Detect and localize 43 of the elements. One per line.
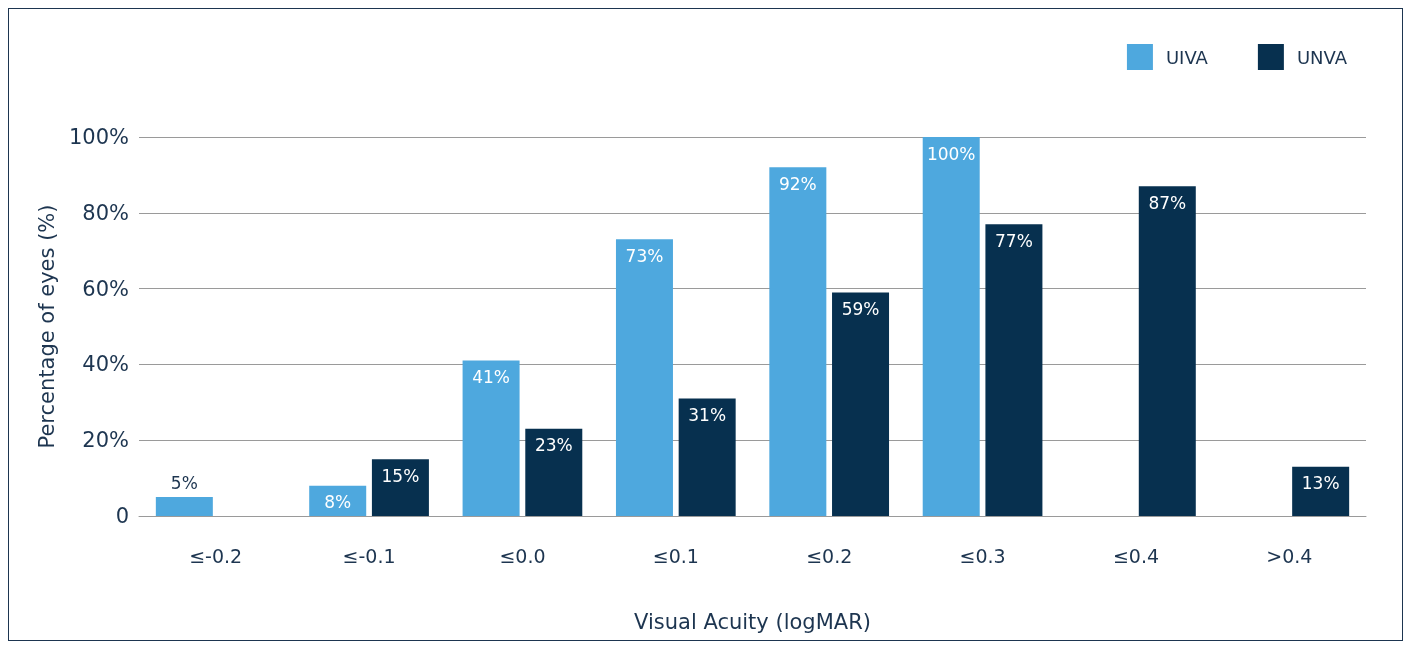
y-tick-label: 80% bbox=[82, 200, 129, 225]
data-label: 73% bbox=[625, 245, 664, 266]
x-axis-title: Visual Acuity (logMAR) bbox=[634, 609, 871, 634]
bar bbox=[1292, 466, 1350, 516]
bar bbox=[371, 459, 429, 516]
x-tick-label: ≤0.3 bbox=[959, 544, 1006, 567]
y-tick-label: 100% bbox=[68, 125, 129, 149]
data-label: 13% bbox=[1301, 473, 1340, 494]
data-label: 100% bbox=[926, 143, 976, 164]
x-tick-label: >0.4 bbox=[1266, 544, 1313, 567]
data-label: 8% bbox=[324, 492, 352, 513]
bar bbox=[678, 398, 736, 516]
data-label: 15% bbox=[381, 465, 420, 486]
data-label: 59% bbox=[841, 298, 880, 319]
x-tick-label: ≤0.1 bbox=[652, 544, 699, 567]
data-label: 23% bbox=[534, 435, 573, 456]
bar bbox=[1138, 186, 1196, 516]
y-tick-label: 40% bbox=[82, 352, 129, 377]
bar bbox=[462, 360, 520, 516]
data-label: 5% bbox=[170, 472, 198, 493]
legend-label: UIVA bbox=[1165, 46, 1209, 68]
y-tick-label: 20% bbox=[82, 428, 129, 453]
bar bbox=[525, 428, 583, 516]
data-label: 41% bbox=[472, 367, 510, 388]
x-tick-label: ≤0.2 bbox=[806, 544, 853, 567]
bar bbox=[985, 224, 1043, 516]
x-tick-label: ≤-0.1 bbox=[342, 544, 396, 567]
legend-label: UNVA bbox=[1296, 46, 1348, 68]
y-tick-label: 0 bbox=[115, 504, 129, 528]
bar bbox=[769, 167, 827, 516]
data-label: 77% bbox=[995, 230, 1033, 251]
data-label: 92% bbox=[778, 173, 817, 194]
x-tick-label: ≤-0.2 bbox=[189, 544, 243, 567]
bar bbox=[922, 137, 980, 516]
y-tick-label: 60% bbox=[82, 276, 129, 301]
bar bbox=[832, 292, 890, 516]
x-tick-label: ≤0.4 bbox=[1112, 544, 1160, 567]
bar bbox=[615, 239, 673, 516]
y-axis-title: Percentage of eyes (%) bbox=[34, 204, 59, 449]
x-tick-label: ≤0.0 bbox=[499, 544, 546, 567]
data-label: 31% bbox=[688, 405, 727, 426]
data-label: 87% bbox=[1148, 192, 1187, 213]
bar bbox=[155, 497, 213, 516]
